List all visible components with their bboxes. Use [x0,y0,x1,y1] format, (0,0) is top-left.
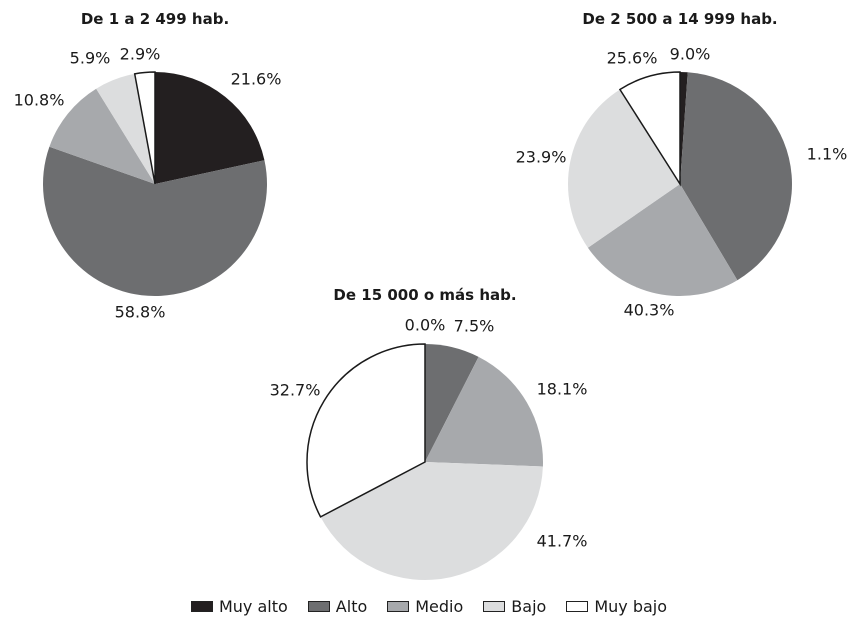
legend: Muy alto Alto Medio Bajo Muy bajo [0,597,858,616]
pie-3-label-muy-alto: 0.0% [405,316,446,335]
pie-charts: 21.6% 58.8% 10.8% 5.9% 2.9% 1.1% 40.3% 23.9% 25.… [14,45,848,581]
legend-item-medio: Medio [387,597,463,616]
legend-item-muy-alto: Muy alto [190,597,288,616]
pie-3-label-medio: 18.1% [537,380,588,399]
pie-2-slice-alto [680,72,792,281]
legend-label-alto: Alto [335,597,368,616]
pie-2-slice-muy-alto [680,72,688,184]
legend-item-alto: Alto [307,597,368,616]
pie-2-slice-muy-bajo [618,71,681,187]
pie-3-slice-bajo [320,462,543,581]
pie-1-slice-muy-bajo [133,71,156,185]
pie-3-slice-medio [425,356,544,467]
pie-1-label-medio: 10.8% [14,91,65,110]
pie-1-slice-medio [49,88,155,184]
pie-2-slice-bajo [567,89,680,248]
pie-1-slice-bajo [96,73,155,184]
pie-3-slice-muy-bajo [306,343,426,518]
pie-3-label-muy-bajo: 32.7% [270,381,321,400]
legend-label-muy-alto: Muy alto [218,597,288,616]
pie-2 [567,71,792,296]
pie-2-label-bajo: 25.6% [607,49,658,68]
pie-1 [42,71,267,297]
pie-3-label-bajo: 41.7% [537,532,588,551]
pie-3 [306,343,544,581]
legend-swatch-bajo [483,601,506,612]
legend-label-medio: Medio [415,597,464,616]
pie-3-slice-alto [425,344,479,462]
pie-1-slice-muy-alto [155,72,265,184]
legend-swatch-medio [387,601,410,612]
chart-title-3: De 15 000 o más hab. [333,286,517,304]
pie-1-label-muy-bajo: 2.9% [120,45,161,64]
chart-title-1: De 1 a 2 499 hab. [80,10,230,28]
legend-label-bajo: Bajo [511,597,547,616]
pie-1-label-bajo: 5.9% [70,49,111,68]
legend-swatch-muy-bajo [566,601,589,612]
pie-1-slice-alto [42,146,267,297]
pie-2-slice-medio [587,184,738,296]
pie-1-label-muy-alto: 21.6% [231,70,282,89]
pie-1-label-alto: 58.8% [115,303,166,322]
legend-label-muy-bajo: Muy bajo [594,597,668,616]
legend-item-bajo: Bajo [483,597,546,616]
pie-2-label-muy-bajo: 9.0% [670,45,711,64]
chart-title-2: De 2 500 a 14 999 hab. [582,10,778,28]
pie-2-label-muy-alto: 1.1% [807,145,848,164]
pie-2-label-medio: 23.9% [516,148,567,167]
legend-item-muy-bajo: Muy bajo [566,597,667,616]
pie-2-label-alto: 40.3% [624,301,675,320]
legend-swatch-muy-alto [190,601,213,612]
legend-swatch-alto [307,601,330,612]
pie-3-label-alto: 7.5% [454,317,495,336]
